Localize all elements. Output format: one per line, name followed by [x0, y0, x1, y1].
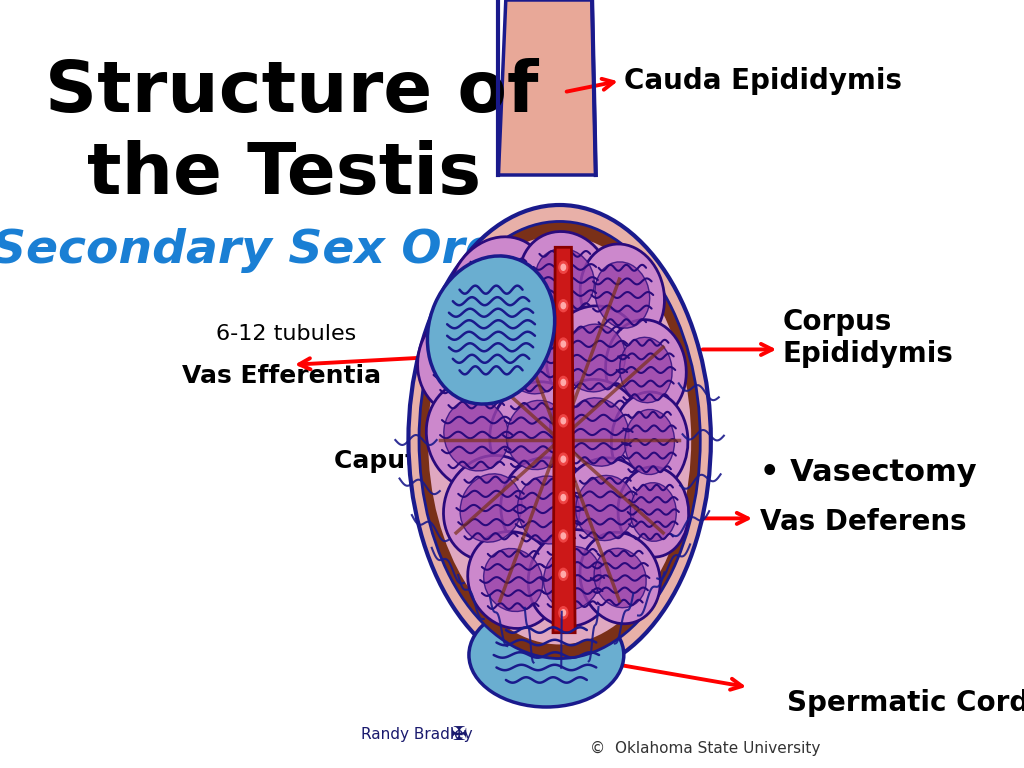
Ellipse shape [595, 262, 649, 328]
Ellipse shape [435, 324, 503, 396]
Polygon shape [553, 247, 575, 633]
Ellipse shape [631, 483, 676, 541]
Text: 6-12 tubules: 6-12 tubules [216, 324, 356, 344]
Ellipse shape [560, 458, 651, 558]
Circle shape [559, 338, 567, 350]
Polygon shape [499, 0, 596, 175]
Text: Secondary Sex Organs: Secondary Sex Organs [0, 228, 592, 273]
Text: Cauda Epididymis: Cauda Epididymis [625, 67, 902, 94]
Circle shape [559, 415, 567, 427]
Circle shape [559, 568, 567, 581]
Circle shape [561, 264, 565, 270]
Text: • Vasectomy: • Vasectomy [760, 458, 977, 487]
Circle shape [559, 530, 567, 542]
Ellipse shape [575, 475, 635, 541]
Text: Structure of: Structure of [45, 58, 539, 127]
Ellipse shape [460, 474, 522, 542]
Ellipse shape [544, 547, 601, 610]
Ellipse shape [418, 304, 520, 415]
Circle shape [559, 492, 567, 504]
Ellipse shape [428, 236, 691, 644]
Ellipse shape [427, 256, 555, 404]
Text: Caput Epididymis: Caput Epididymis [334, 449, 580, 473]
Circle shape [561, 341, 565, 347]
Polygon shape [413, 366, 707, 640]
Ellipse shape [605, 319, 686, 420]
Ellipse shape [449, 237, 548, 343]
Ellipse shape [519, 231, 610, 329]
Ellipse shape [501, 458, 596, 562]
Circle shape [561, 418, 565, 424]
Text: Corpus
Epididymis: Corpus Epididymis [783, 308, 953, 368]
Circle shape [561, 456, 565, 462]
Ellipse shape [489, 382, 586, 488]
Ellipse shape [563, 324, 626, 392]
Ellipse shape [483, 548, 543, 611]
Circle shape [561, 303, 565, 309]
Ellipse shape [536, 249, 594, 312]
Text: Spermatic Cord: Spermatic Cord [786, 689, 1024, 717]
Ellipse shape [466, 256, 530, 325]
Ellipse shape [486, 308, 582, 412]
Text: Randy Bradley: Randy Bradley [361, 727, 473, 743]
Circle shape [559, 453, 567, 465]
Ellipse shape [443, 455, 539, 561]
Ellipse shape [617, 467, 689, 557]
Ellipse shape [594, 548, 646, 607]
Circle shape [561, 533, 565, 539]
Circle shape [561, 571, 565, 578]
Ellipse shape [469, 603, 624, 707]
Text: ©  Oklahoma State University: © Oklahoma State University [590, 740, 820, 756]
Ellipse shape [567, 398, 629, 466]
Text: Vas Efferentia: Vas Efferentia [182, 364, 382, 389]
Ellipse shape [581, 244, 665, 346]
Circle shape [561, 379, 565, 386]
Ellipse shape [625, 409, 675, 475]
Text: the Testis: the Testis [87, 140, 481, 209]
Ellipse shape [443, 399, 509, 471]
Ellipse shape [409, 205, 711, 675]
Ellipse shape [419, 221, 700, 658]
Circle shape [559, 261, 567, 273]
Circle shape [561, 495, 565, 501]
Ellipse shape [507, 400, 568, 469]
Ellipse shape [580, 532, 660, 624]
Ellipse shape [547, 306, 642, 410]
Ellipse shape [528, 530, 616, 627]
Ellipse shape [620, 337, 672, 402]
Ellipse shape [551, 379, 645, 485]
Ellipse shape [517, 476, 580, 544]
Circle shape [561, 610, 565, 616]
Ellipse shape [503, 326, 565, 394]
Ellipse shape [468, 531, 559, 628]
Ellipse shape [611, 392, 688, 492]
Text: Vas Deferens: Vas Deferens [760, 508, 967, 536]
Circle shape [559, 607, 567, 619]
Circle shape [559, 376, 567, 389]
Text: ✠: ✠ [451, 726, 467, 744]
Ellipse shape [426, 379, 526, 490]
Circle shape [559, 300, 567, 312]
